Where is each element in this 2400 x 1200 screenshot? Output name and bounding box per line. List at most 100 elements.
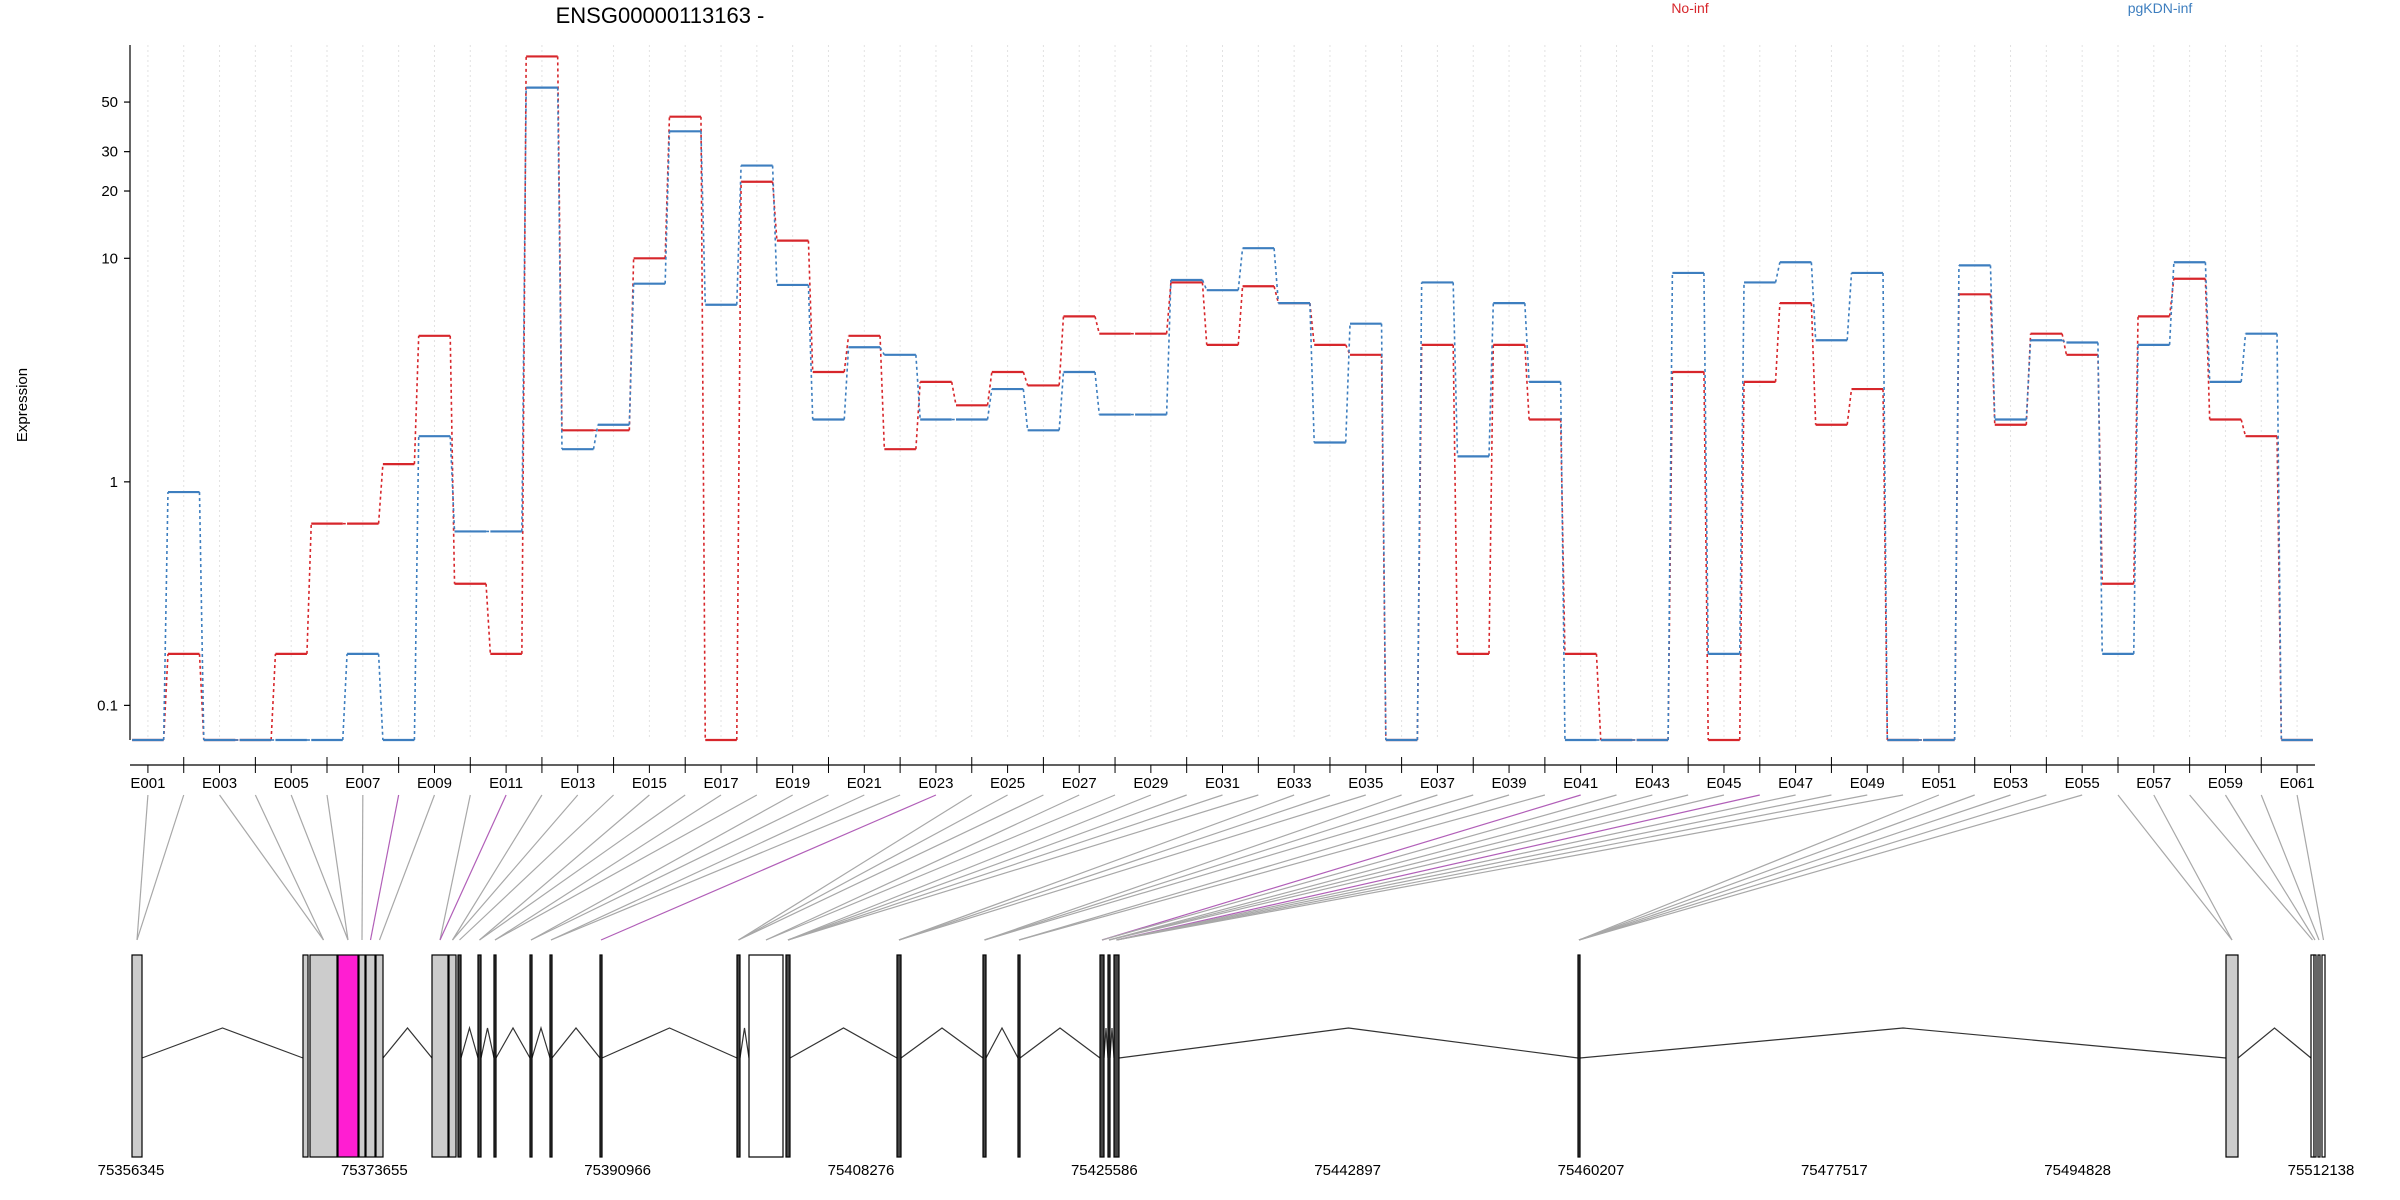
- series-connector: [2204, 262, 2211, 382]
- exon-connector-line: [765, 794, 1080, 941]
- x-tick-label: E061: [2280, 775, 2315, 792]
- exon-box: [896, 954, 902, 1158]
- series-connector: [198, 492, 205, 741]
- exon-connector-line: [2260, 794, 2320, 941]
- series-connector: [1989, 265, 1996, 420]
- x-tick-label: E005: [274, 775, 309, 792]
- exon-box: [1577, 954, 1581, 1158]
- intron-line: [551, 1027, 601, 1059]
- series-connector: [1201, 279, 1208, 291]
- genomic-coordinate-label: 75390966: [584, 1162, 651, 1179]
- x-tick-label: E041: [1563, 775, 1598, 792]
- exon-connector-line: [378, 794, 436, 941]
- exon-connector-line: [1578, 794, 2011, 941]
- x-tick-label: E009: [417, 775, 452, 792]
- series-connector: [700, 131, 707, 305]
- exon-connector-line: [451, 794, 543, 941]
- exon-box: [1113, 954, 1120, 1158]
- series-connector: [1344, 344, 1351, 356]
- intron-line: [480, 1027, 495, 1059]
- x-tick-label: E011: [489, 775, 523, 792]
- exon-connector-line: [326, 794, 349, 941]
- series-connector: [2168, 278, 2175, 317]
- genomic-coordinate-label: 75442897: [1314, 1162, 1381, 1179]
- y-tick-label: 0.1: [97, 697, 118, 714]
- series-connector: [843, 347, 850, 420]
- legend-pgkdn-inf: pgKDN-inf: [2128, 0, 2193, 16]
- x-tick-label: E043: [1635, 775, 1670, 792]
- x-tick-label: E021: [847, 775, 882, 792]
- intron-line: [739, 1027, 750, 1059]
- series-connector: [2276, 333, 2283, 741]
- exon-connector-line: [1018, 794, 1546, 941]
- x-tick-label: E025: [990, 775, 1025, 792]
- series-connector: [807, 240, 814, 373]
- series-connector: [1309, 303, 1315, 443]
- genomic-coordinate-label: 75425586: [1071, 1162, 1138, 1179]
- exon-box: [2225, 954, 2239, 1158]
- x-tick-label: E017: [704, 775, 739, 792]
- series-connector: [162, 492, 169, 741]
- exon-connector-line: [1578, 794, 2047, 941]
- series-connector: [1094, 316, 1101, 334]
- intron-line: [1019, 1027, 1101, 1059]
- exon-connector-line: [479, 794, 650, 941]
- series-connector: [341, 653, 348, 741]
- exon-connector-line: [439, 794, 471, 941]
- series-connector: [1524, 303, 1530, 382]
- exon-connector-line: [550, 794, 865, 941]
- series-connector: [950, 381, 957, 406]
- series-connector: [1524, 344, 1530, 420]
- exon-box: [457, 954, 462, 1158]
- series-connector: [843, 335, 850, 373]
- exon-box: [131, 954, 143, 1158]
- series-connector: [986, 388, 993, 420]
- x-tick-label: E019: [775, 775, 810, 792]
- series-connector: [807, 284, 814, 420]
- intron-line: [1118, 1027, 1579, 1059]
- exon-connector-line: [1116, 794, 1796, 941]
- series-connector: [377, 653, 384, 741]
- genomic-coordinate-label: 75494828: [2044, 1162, 2111, 1179]
- x-tick-label: E047: [1778, 775, 1813, 792]
- x-tick-label: E057: [2136, 775, 2171, 792]
- series-connector: [1703, 371, 1710, 741]
- x-tick-label: E049: [1850, 775, 1885, 792]
- series-connector: [1094, 371, 1101, 415]
- series-connector: [1058, 371, 1065, 431]
- x-tick-label: E027: [1062, 775, 1097, 792]
- series-connector: [2240, 333, 2247, 382]
- exon-connector-line: [2296, 794, 2325, 941]
- genomic-coordinate-label: 75408276: [828, 1162, 895, 1179]
- exon-connector-line: [219, 794, 324, 941]
- series-connector: [270, 653, 277, 741]
- exon-box: [493, 954, 497, 1158]
- series-connector: [1738, 282, 1745, 654]
- x-tick-label: E039: [1492, 775, 1527, 792]
- series-connector: [449, 335, 456, 584]
- series-connector: [1344, 323, 1351, 443]
- exon-connector-line: [738, 794, 1008, 941]
- series-connector: [915, 381, 921, 450]
- y-tick-label: 10: [101, 250, 118, 267]
- exon-connector-line: [600, 794, 937, 941]
- intron-line: [1579, 1027, 2227, 1059]
- x-tick-label: E055: [2065, 775, 2100, 792]
- intron-lines: [141, 1025, 2312, 1059]
- x-tick-label: E059: [2208, 775, 2243, 792]
- exon-connector-line: [898, 794, 1331, 941]
- series-connector: [664, 131, 671, 284]
- exon-connector-line: [738, 794, 1044, 941]
- series-connector: [1953, 265, 1960, 741]
- exon-connector-line: [479, 794, 686, 941]
- exon-connector-line: [494, 794, 722, 941]
- x-tick-label: E029: [1133, 775, 1168, 792]
- exon-box: [2317, 954, 2321, 1158]
- series-connector: [449, 436, 456, 532]
- exon-connector-line: [452, 794, 579, 941]
- series-connector: [1165, 279, 1172, 415]
- exon-connector-line: [2117, 794, 2233, 941]
- series-connector: [521, 87, 527, 532]
- series-connector: [1882, 389, 1889, 741]
- series-lines: [132, 55, 2313, 742]
